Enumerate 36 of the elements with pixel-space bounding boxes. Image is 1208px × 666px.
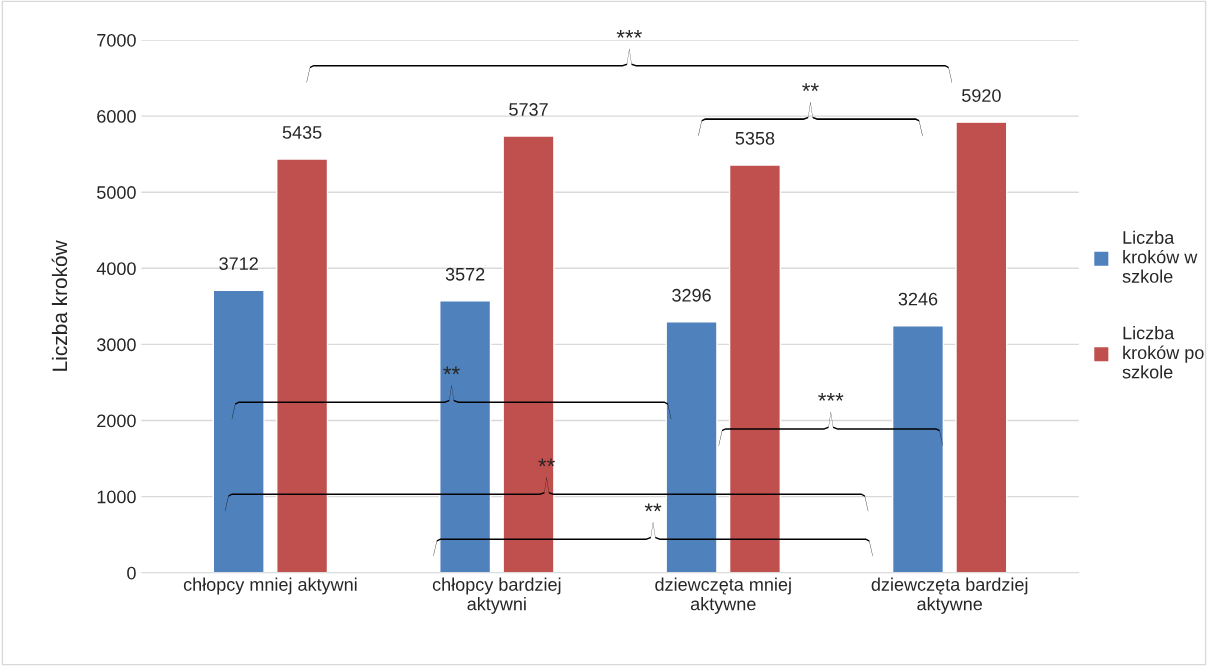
data-label: 3246 (898, 292, 938, 306)
y-tick-label: 5000 (97, 186, 136, 199)
bar (728, 164, 782, 573)
data-label: 3712 (219, 257, 258, 270)
bar (665, 321, 718, 573)
data-label: 5920 (962, 89, 1001, 102)
y-tick-label: 6000 (97, 110, 136, 123)
annotation: *** (818, 393, 844, 401)
data-label: 5358 (735, 131, 775, 145)
x-tick-label: dziewczęta mniej aktywne (655, 577, 791, 614)
x-tick-label: dziewczęta bardziej aktywne (871, 577, 1028, 614)
data-label: 5435 (282, 126, 322, 139)
annotation: ** (802, 83, 819, 92)
legend-label: Liczba kroków w szkole (1122, 230, 1198, 283)
y-tick-label: 7000 (97, 33, 136, 47)
y-tick-label: 2000 (97, 414, 136, 428)
x-tick-label: chłopcy mniej aktywni (183, 577, 357, 595)
data-label: 3296 (672, 288, 711, 302)
bar (439, 300, 492, 573)
y-tick-label: 3000 (97, 338, 136, 352)
bar (276, 158, 329, 573)
annotation: ** (644, 503, 662, 512)
y-tick-label: 0 (127, 566, 136, 580)
x-tick-label: chłopcy bardziej aktywni (432, 577, 561, 614)
text: *** (616, 29, 642, 38)
bar (502, 135, 555, 573)
y-tick-label: 1000 (97, 490, 136, 504)
bar (891, 324, 945, 573)
y-axis-title: Liczba kroków (51, 240, 68, 371)
bar (212, 289, 265, 573)
data-label: 5737 (509, 103, 548, 116)
legend-label: Liczba kroków po szkole (1122, 326, 1204, 379)
bar (955, 121, 1008, 573)
data-label: 3572 (445, 267, 485, 281)
y-tick-label: 4000 (96, 262, 136, 276)
annotation: ** (443, 366, 460, 375)
